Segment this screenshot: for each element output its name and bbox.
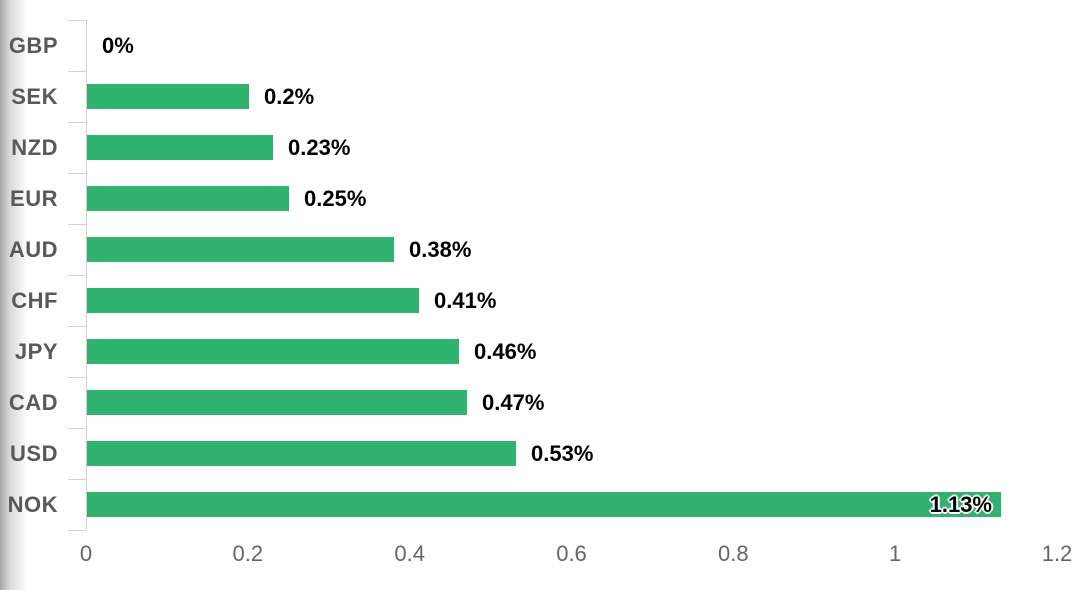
value-label: 0.41%: [434, 287, 497, 313]
x-axis-tick-label: 0.8: [718, 541, 749, 566]
y-axis-tick: [68, 173, 86, 174]
y-axis-tick: [68, 275, 86, 276]
value-label: 0.2%: [264, 83, 315, 109]
y-axis-tick: [68, 530, 86, 531]
bar-cad[interactable]: [87, 390, 467, 415]
y-axis-tick: [68, 122, 86, 123]
value-label: 1.13%: [929, 491, 992, 517]
x-axis-tick-label: 0.6: [556, 541, 587, 566]
y-axis-tick: [68, 71, 86, 72]
category-label: CAD: [8, 389, 58, 415]
category-label: NZD: [11, 134, 58, 160]
bar-eur[interactable]: [87, 186, 289, 211]
y-axis-tick: [68, 224, 86, 225]
value-label: 0.38%: [409, 236, 472, 262]
y-axis-line: [86, 20, 87, 530]
x-axis-tick-label: 1.2: [1041, 541, 1073, 566]
value-label: 0.46%: [474, 338, 537, 364]
x-axis-tick-label: 1: [889, 541, 902, 566]
category-label: GBP: [8, 32, 58, 58]
category-label: EUR: [10, 185, 58, 211]
x-axis-tick-label: 0.4: [394, 541, 425, 566]
value-label: 0.25%: [304, 185, 367, 211]
category-label: NOK: [7, 491, 58, 517]
value-label: 0%: [102, 32, 134, 58]
bar-jpy[interactable]: [87, 339, 459, 364]
y-axis-tick: [68, 428, 86, 429]
y-axis-tick: [68, 326, 86, 327]
category-label: AUD: [8, 236, 58, 262]
bar-aud[interactable]: [87, 237, 394, 262]
bar-chf[interactable]: [87, 288, 419, 313]
bar-sek[interactable]: [87, 84, 249, 109]
category-label: CHF: [11, 287, 58, 313]
bar-nok[interactable]: [87, 492, 1001, 517]
category-label: USD: [10, 440, 58, 466]
y-axis-tick: [68, 377, 86, 378]
category-label: SEK: [11, 83, 58, 109]
y-axis-tick: [68, 479, 86, 480]
y-axis-tick: [68, 20, 86, 21]
value-label: 0.47%: [482, 389, 545, 415]
bar-usd[interactable]: [87, 441, 516, 466]
value-label: 0.53%: [531, 440, 594, 466]
category-label: JPY: [14, 338, 58, 364]
value-label: 0.23%: [288, 134, 351, 160]
x-axis-tick-label: 0.2: [232, 541, 264, 566]
x-axis-tick-label: 0: [79, 541, 93, 566]
bar-nzd[interactable]: [87, 135, 273, 160]
